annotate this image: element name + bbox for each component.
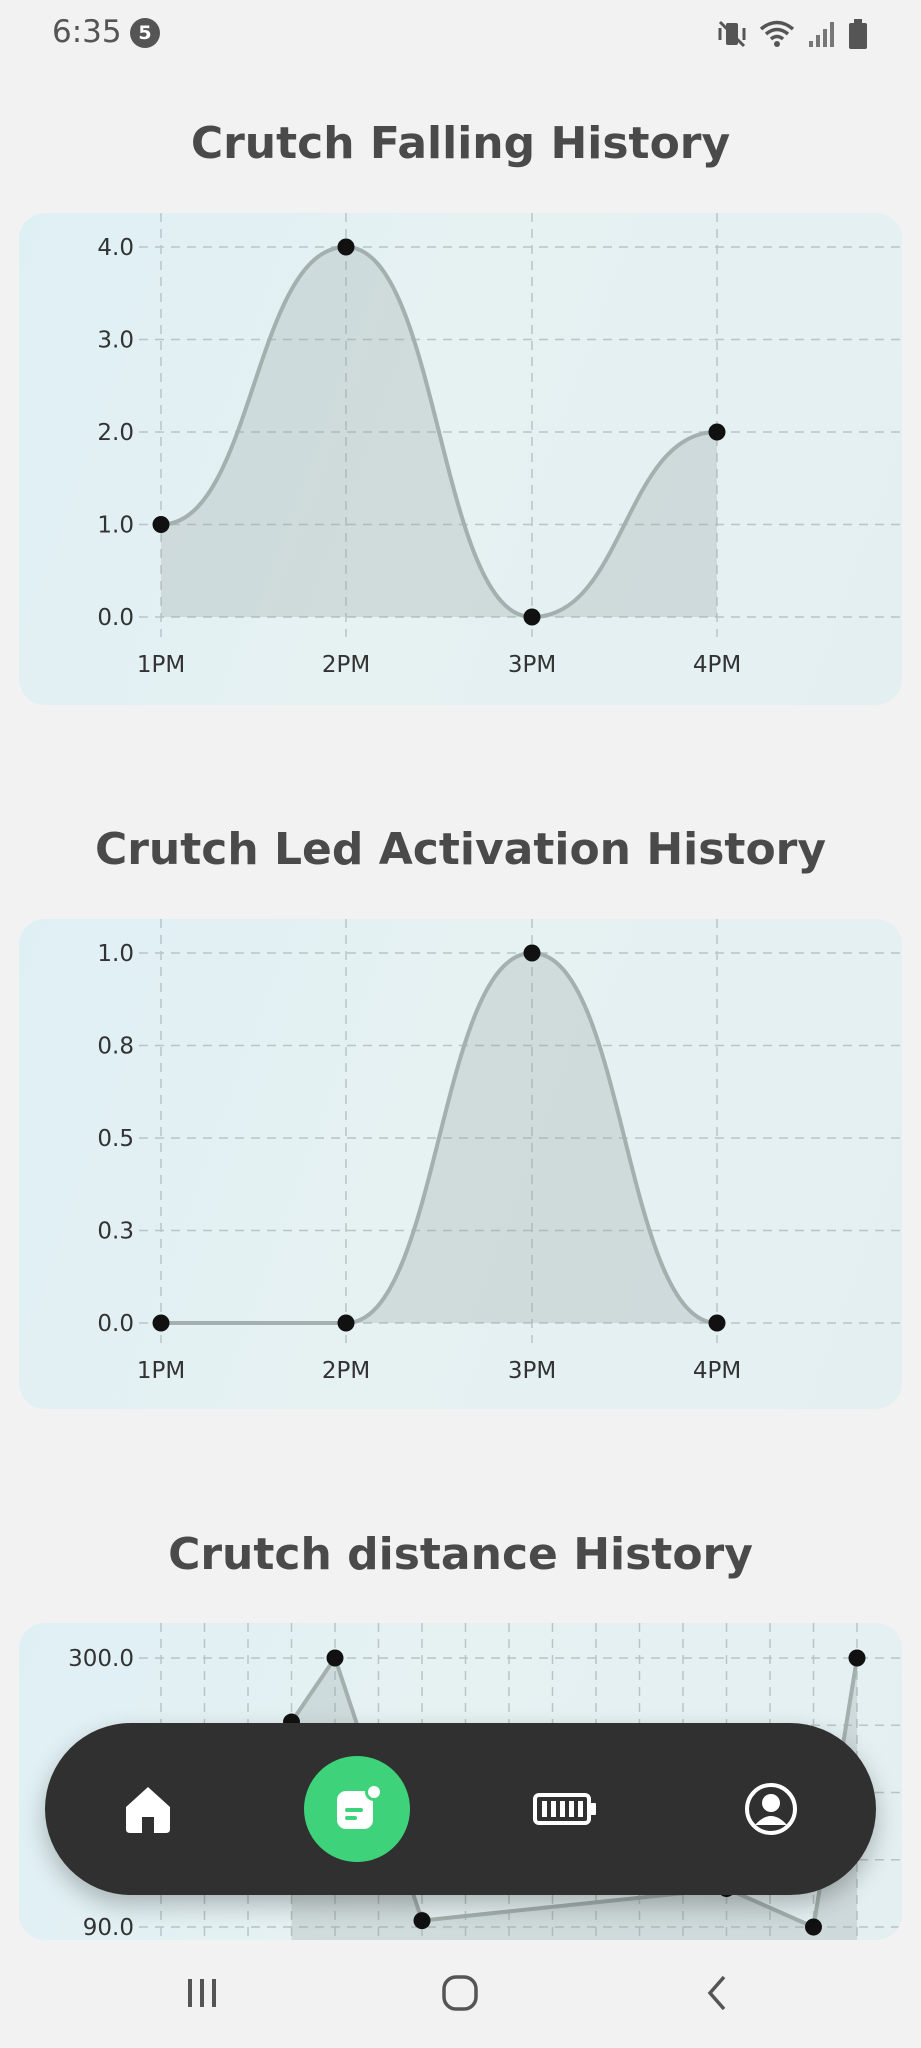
- x-tick-label: 1PM: [137, 652, 185, 678]
- data-point: [523, 944, 541, 962]
- y-tick-label: 3.0: [97, 328, 134, 354]
- falling-history-title: Crutch Falling History: [190, 118, 731, 169]
- distance-history-title: Crutch distance History: [168, 1529, 753, 1580]
- data-point: [152, 516, 170, 533]
- data-point: [413, 1912, 431, 1930]
- y-tick-label: 0.8: [97, 1034, 134, 1060]
- data-point: [326, 1649, 344, 1667]
- home-icon: [126, 1787, 170, 1833]
- data-point: [152, 1314, 170, 1332]
- data-point: [708, 423, 726, 441]
- back-button[interactable]: [678, 1968, 758, 2018]
- battery-icon: [533, 1793, 596, 1825]
- led-history-chart: 0.0 0.3 0.5 0.8 1.0 1PM 2PM 3PM 4PM: [97, 919, 902, 1384]
- system-navigation-bar: [0, 1940, 921, 2048]
- x-tick-label: 2PM: [322, 1358, 370, 1384]
- data-point: [848, 1649, 866, 1667]
- data-point: [337, 1314, 355, 1332]
- y-tick-label: 4.0: [97, 235, 134, 261]
- y-tick-label: 0.5: [97, 1126, 134, 1152]
- profile-icon: [745, 1783, 797, 1835]
- y-tick-label: 90.0: [83, 1915, 134, 1940]
- x-tick-label: 1PM: [137, 1358, 185, 1384]
- data-point: [523, 608, 541, 626]
- home-circle-icon: [442, 1975, 478, 2011]
- history-icon: [337, 1783, 383, 1829]
- y-tick-label: 1.0: [97, 513, 134, 539]
- y-tick-label: 300.0: [68, 1646, 134, 1672]
- signal-icon: [809, 22, 834, 47]
- falling-history-card: 0.0 1.0 2.0 3.0 4.0 1PM 2PM 3PM 4PM: [19, 213, 902, 705]
- falling-history-chart: 0.0 1.0 2.0 3.0 4.0 1PM 2PM 3PM 4PM: [97, 213, 902, 678]
- data-point: [708, 1314, 726, 1332]
- battery-icon: [849, 19, 867, 49]
- series-line: [160, 950, 718, 1325]
- y-tick-label: 0.0: [97, 605, 134, 631]
- led-history-card: 0.0 0.3 0.5 0.8 1.0 1PM 2PM 3PM 4PM: [19, 919, 902, 1409]
- y-tick-label: 1.0: [97, 941, 134, 967]
- nav-profile-button[interactable]: [721, 1759, 821, 1859]
- x-tick-label: 3PM: [508, 1358, 556, 1384]
- bottom-navigation: [45, 1723, 876, 1895]
- y-tick-label: 2.0: [97, 420, 134, 446]
- nav-battery-button[interactable]: [515, 1759, 615, 1859]
- series-line: [160, 244, 718, 620]
- led-history-title: Crutch Led Activation History: [94, 824, 827, 875]
- back-icon: [707, 1975, 726, 2011]
- status-icons: [717, 16, 869, 52]
- y-tick-label: 0.3: [97, 1219, 134, 1245]
- x-tick-label: 3PM: [508, 652, 556, 678]
- data-point: [337, 238, 355, 256]
- recent-apps-button[interactable]: [162, 1968, 242, 2018]
- status-time: 6:35: [52, 14, 122, 50]
- x-tick-label: 4PM: [693, 652, 741, 678]
- status-bar: 6:35 5: [0, 0, 921, 70]
- x-tick-label: 4PM: [693, 1358, 741, 1384]
- notification-count-badge: 5: [130, 18, 160, 48]
- recent-apps-icon: [188, 1979, 216, 2007]
- x-tick-label: 2PM: [322, 652, 370, 678]
- y-tick-label: 0.0: [97, 1311, 134, 1337]
- wifi-icon: [759, 20, 795, 47]
- vibrate-off-icon: [718, 20, 746, 48]
- system-home-button[interactable]: [420, 1968, 500, 2018]
- area-fill: [291, 1658, 857, 1940]
- nav-history-button[interactable]: [304, 1756, 410, 1862]
- data-point: [805, 1918, 822, 1936]
- nav-home-button[interactable]: [98, 1759, 198, 1859]
